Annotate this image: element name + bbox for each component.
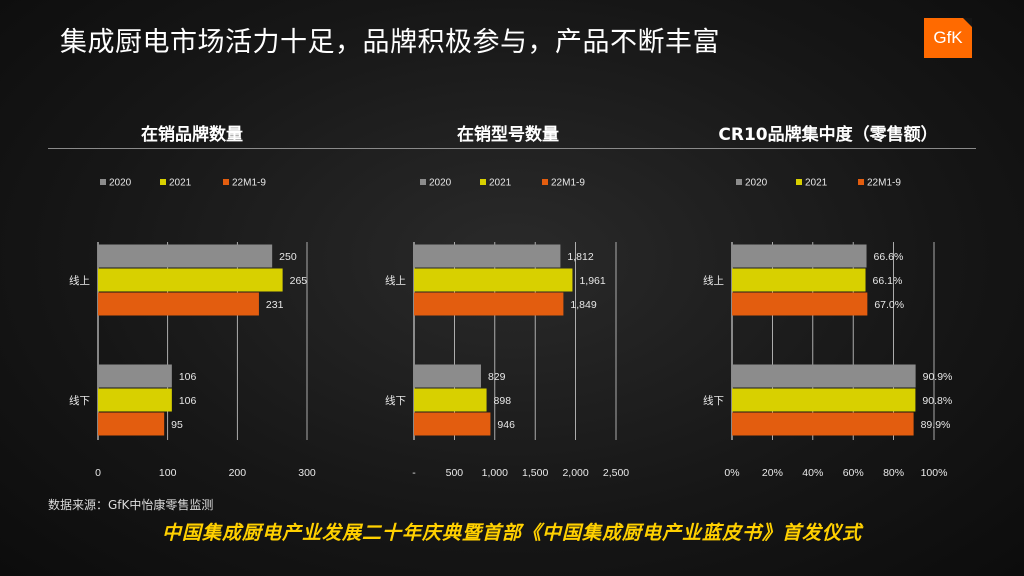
bar-2020-线下 <box>414 364 481 388</box>
bar-2020-线下 <box>732 364 916 388</box>
legend-label-2020: 2020 <box>429 178 452 189</box>
legend-label-22M1-9: 22M1-9 <box>551 178 585 189</box>
data-label: 946 <box>497 419 515 431</box>
legend-swatch-2020 <box>736 179 742 185</box>
bar-2021-线下 <box>98 388 172 412</box>
tick-label: 200 <box>229 467 247 479</box>
bar-22M1-9-线上 <box>414 292 564 316</box>
category-label: 线上 <box>703 274 724 287</box>
category-label: 线下 <box>703 394 724 407</box>
chart-title-models: 在销型号数量 <box>457 125 559 145</box>
tick-label: 0 <box>95 467 101 479</box>
legend-label-2020: 2020 <box>745 178 768 189</box>
tick-label: 2,500 <box>603 467 629 479</box>
bar-2021-线上 <box>732 268 866 292</box>
legend-label-2021: 2021 <box>169 178 192 189</box>
data-label: 1,849 <box>570 299 596 311</box>
data-label: 250 <box>279 251 297 263</box>
bar-2021-线上 <box>414 268 573 292</box>
chart-model-count: 2020 2021 22M1-9 - 500 1,000 1,500 2,000 2,500 线上… <box>385 178 629 480</box>
tick-label: 300 <box>298 467 316 479</box>
tick-label: 1,000 <box>482 467 508 479</box>
chart-title-cr10: CR10品牌集中度（零售额） <box>718 125 938 145</box>
legend-swatch-22M1-9 <box>223 179 229 185</box>
bar-22M1-9-线上 <box>98 292 259 316</box>
page-title: 集成厨电市场活力十足，品牌积极参与，产品不断丰富 <box>60 27 720 58</box>
legend-swatch-22M1-9 <box>542 179 548 185</box>
bar-2020-线上 <box>414 244 561 268</box>
data-label: 265 <box>290 275 308 287</box>
chart-brand-count: 2020 2021 22M1-9 0 100 200 300 线上 250 265 231 线下 106… <box>69 178 316 480</box>
bar-2021-线下 <box>732 388 916 412</box>
tick-label: 1,500 <box>522 467 548 479</box>
legend-swatch-2020 <box>420 179 426 185</box>
tick-label: 20% <box>762 467 783 479</box>
tick-label: 100% <box>921 467 948 479</box>
category-label: 线下 <box>385 394 406 407</box>
bar-2021-线上 <box>98 268 283 292</box>
data-label: 231 <box>266 299 284 311</box>
legend-label-22M1-9: 22M1-9 <box>867 178 901 189</box>
header-divider <box>48 148 976 149</box>
tick-label: 2,000 <box>562 467 588 479</box>
bar-22M1-9-线下 <box>98 412 165 436</box>
tick-label: - <box>412 467 416 479</box>
data-label: 106 <box>179 371 197 383</box>
legend-swatch-2021 <box>796 179 802 185</box>
legend-swatch-22M1-9 <box>858 179 864 185</box>
bar-2020-线上 <box>732 244 867 268</box>
bar-22M1-9-线上 <box>732 292 868 316</box>
bar-2021-线下 <box>414 388 487 412</box>
tick-label: 500 <box>446 467 464 479</box>
legend-label-2021: 2021 <box>805 178 828 189</box>
bar-22M1-9-线下 <box>414 412 491 436</box>
category-label: 线下 <box>69 394 90 407</box>
data-label: 106 <box>179 395 197 407</box>
data-label: 67.0% <box>874 299 904 311</box>
legend-swatch-2020 <box>100 179 106 185</box>
event-banner: 中国集成厨电产业发展二十年庆典暨首部《中国集成厨电产业蓝皮书》首发仪式 <box>161 522 862 544</box>
bar-2020-线下 <box>98 364 172 388</box>
data-label: 898 <box>494 395 512 407</box>
tick-label: 80% <box>883 467 904 479</box>
chart-cr10: 2020 2021 22M1-9 0% 20% 40% 60% 80% 100% 线上 66.6% 6… <box>703 178 953 480</box>
data-label: 1,961 <box>579 275 605 287</box>
tick-label: 60% <box>843 467 864 479</box>
data-label: 95 <box>171 419 183 431</box>
category-label: 线上 <box>385 274 406 287</box>
legend-swatch-2021 <box>480 179 486 185</box>
tick-label: 0% <box>724 467 739 479</box>
tick-label: 100 <box>159 467 177 479</box>
tick-label: 40% <box>802 467 823 479</box>
data-label: 829 <box>488 371 506 383</box>
chart-title-brands: 在销品牌数量 <box>141 125 243 145</box>
bar-2020-线上 <box>98 244 273 268</box>
legend-label-2021: 2021 <box>489 178 512 189</box>
data-source-note: 数据来源：GfK中怡康零售监测 <box>48 498 214 512</box>
data-label: 90.9% <box>923 371 953 383</box>
gfk-logo: GfK <box>924 18 972 58</box>
data-label: 89.9% <box>921 419 951 431</box>
category-label: 线上 <box>69 274 90 287</box>
legend-label-2020: 2020 <box>109 178 132 189</box>
legend-label-22M1-9: 22M1-9 <box>232 178 266 189</box>
data-label: 1,812 <box>567 251 593 263</box>
data-label: 66.6% <box>874 251 904 263</box>
logo-text: GfK <box>933 28 963 47</box>
legend-swatch-2021 <box>160 179 166 185</box>
bar-22M1-9-线下 <box>732 412 914 436</box>
data-label: 90.8% <box>922 395 952 407</box>
data-label: 66.1% <box>873 275 903 287</box>
